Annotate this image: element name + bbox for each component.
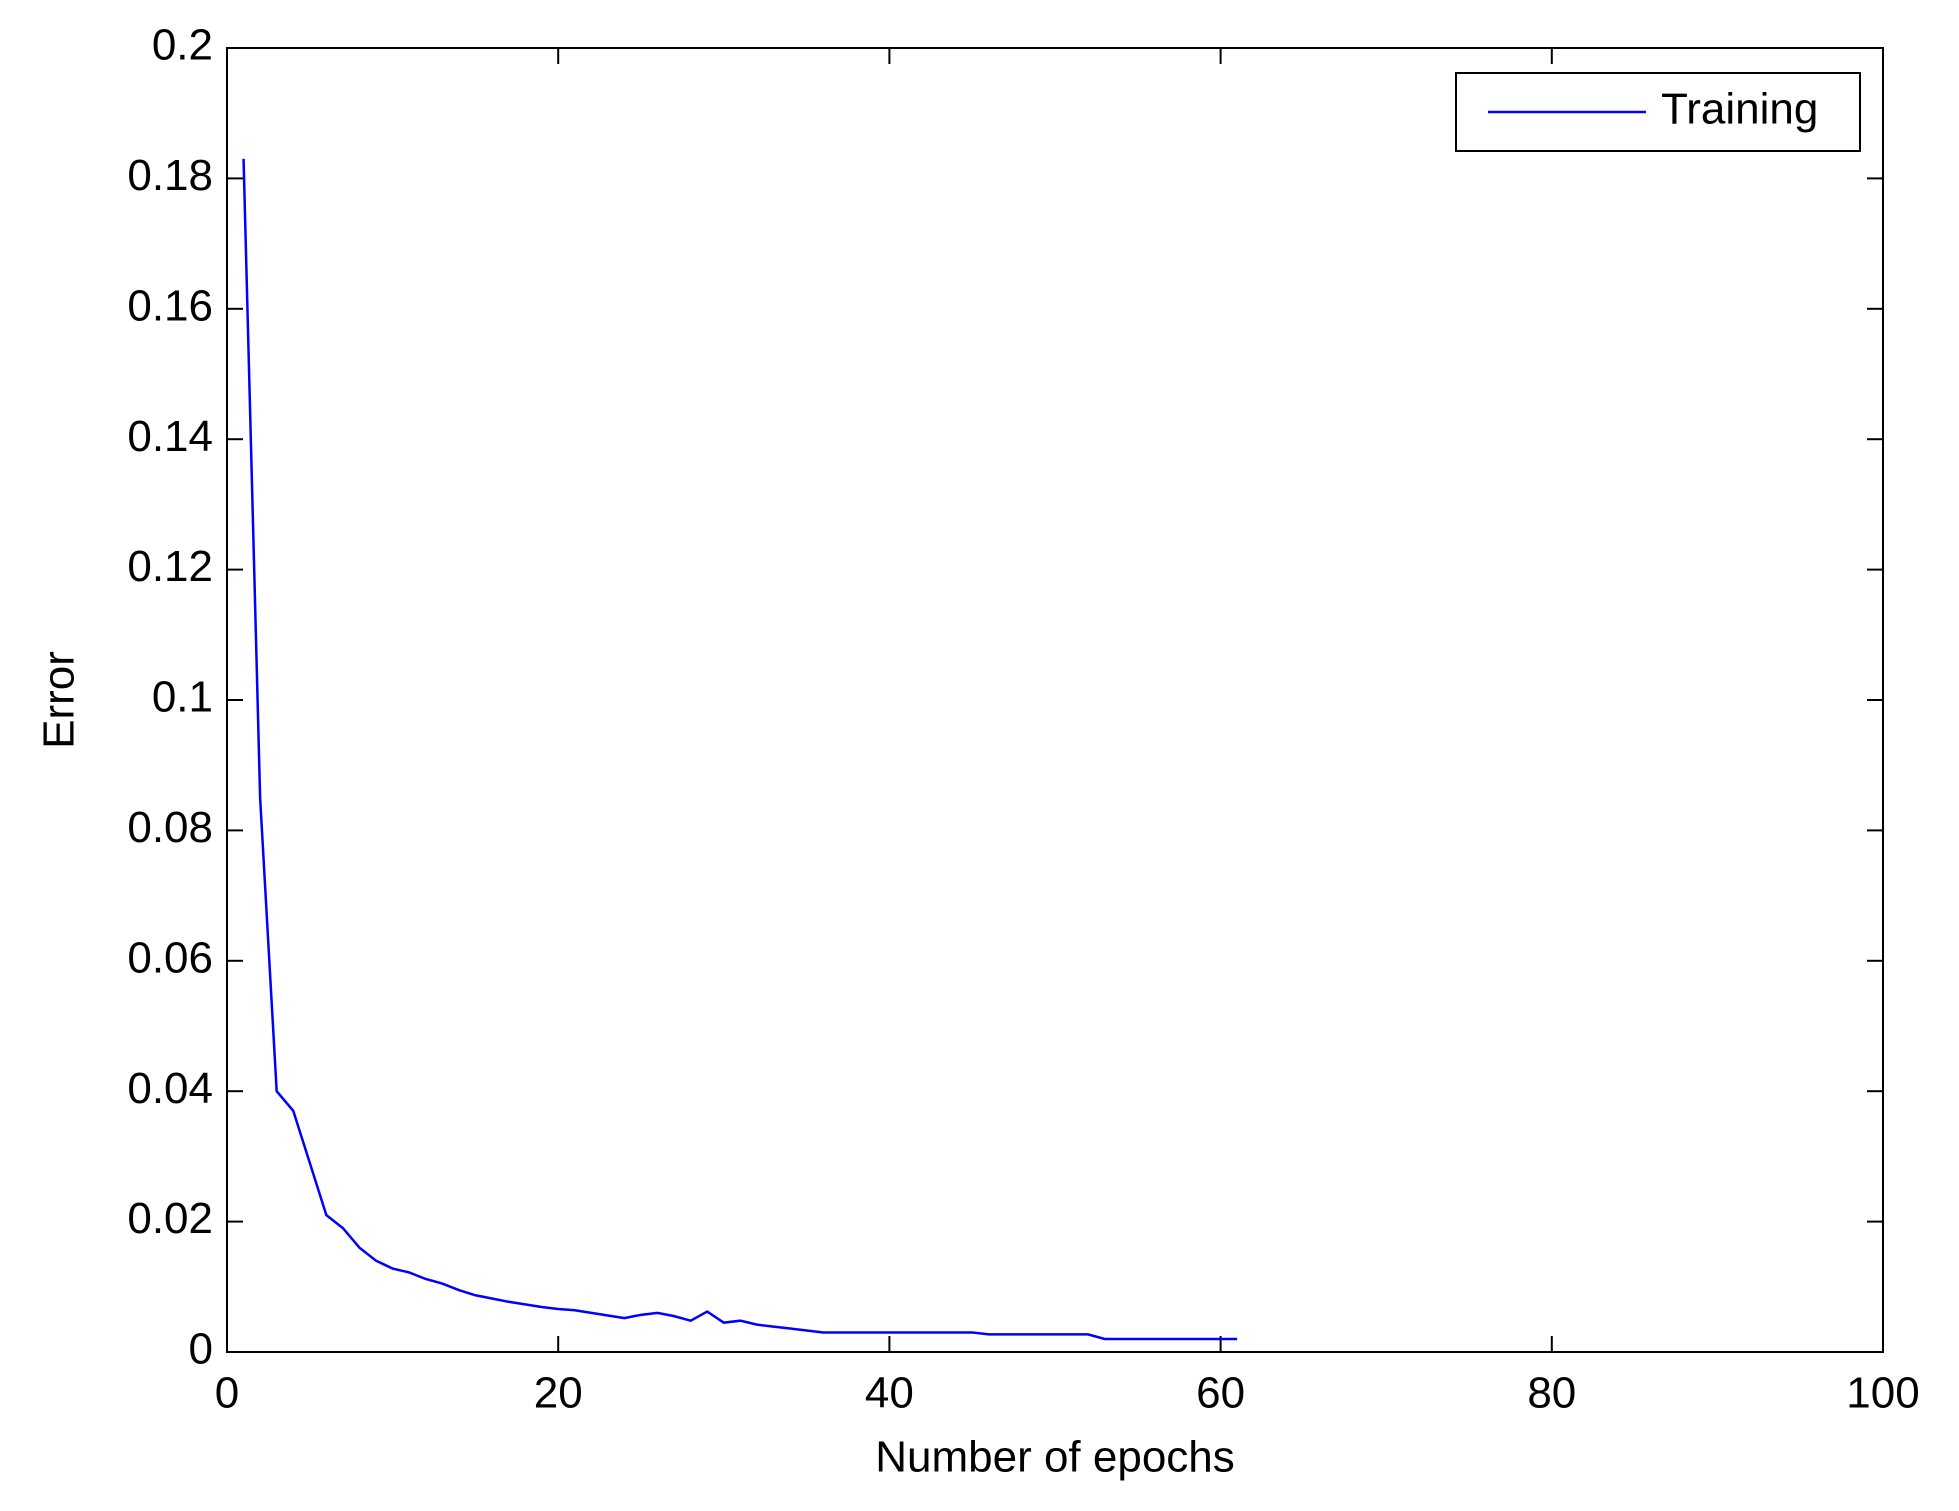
x-tick-label: 100: [1846, 1369, 1919, 1418]
x-axis-label: Number of epochs: [875, 1433, 1235, 1482]
training-line: [242, 158, 1238, 1341]
x-tick-label: 60: [1196, 1369, 1245, 1418]
x-tick-label: 40: [865, 1369, 914, 1418]
y-tick-label: 0.04: [127, 1064, 213, 1113]
y-axis-label: Error: [35, 651, 84, 749]
y-tick-label: 0.08: [127, 803, 213, 852]
x-tick-label: 20: [534, 1369, 583, 1418]
y-tick-label: 0.02: [127, 1194, 213, 1243]
y-tick-label: 0.2: [152, 21, 213, 70]
y-tick-label: 0.16: [127, 281, 213, 330]
y-tick-label: 0.18: [127, 151, 213, 200]
y-tick-label: 0.06: [127, 933, 213, 982]
plot-frame: [226, 47, 1884, 1353]
y-tick-label: 0: [189, 1325, 213, 1374]
x-tick-label: 0: [215, 1369, 239, 1418]
y-tick-label: 0.12: [127, 542, 213, 591]
y-tick-label: 0.1: [152, 673, 213, 722]
y-tick-label: 0.14: [127, 412, 213, 461]
x-tick-label: 80: [1527, 1369, 1576, 1418]
legend-label: Training: [1661, 85, 1818, 134]
